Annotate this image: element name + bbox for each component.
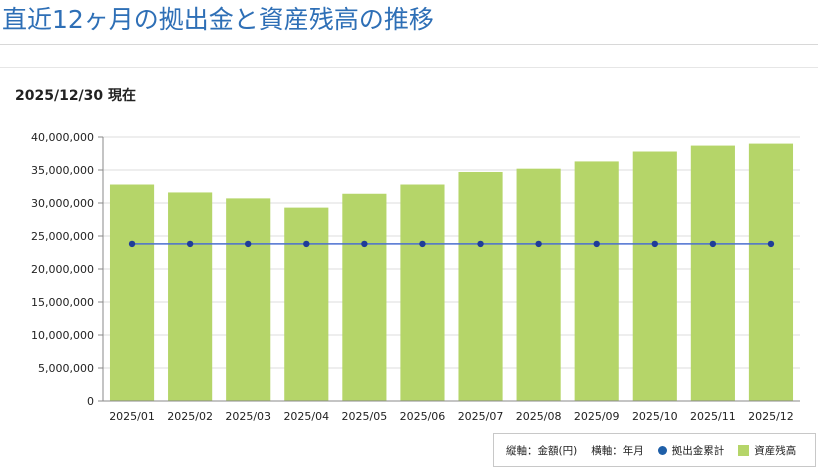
balance-bar [458,171,503,401]
title-divider [0,44,818,45]
balance-contribution-chart: 0 5,000,000 10,000,000 15,000,000 20,000,000… [31,131,800,423]
x-tick-label: 2025/09 [574,410,620,423]
x-tick-label: 2025/06 [400,410,446,423]
balance-bar [226,198,271,401]
contribution-point [186,240,194,248]
contribution-point [245,240,252,248]
contribution-line [128,240,775,248]
balance-bar [342,193,387,401]
balance-bar [690,145,735,401]
legend-y-axis-note: 縦軸：金額(円) [506,444,578,457]
x-tick-label: 2025/08 [516,410,562,423]
section-divider [0,67,818,68]
y-tick-label: 15,000,000 [31,296,94,309]
x-tick-label: 2025/11 [690,410,736,423]
balance-bar [574,161,619,401]
x-tick-label: 2025/01 [109,410,155,423]
balance-bar [632,151,677,401]
legend-contribution-dot-icon [657,445,667,455]
legend-balance-label: 資産残高 [754,444,797,457]
contribution-point [477,240,484,248]
contribution-point [303,240,310,248]
chart-legend: 縦軸：金額(円) 横軸：年月 拠出金累計 資産残高 [493,433,816,467]
x-tick-label: 2025/03 [225,410,271,423]
x-tick-label: 2025/10 [632,410,678,423]
balance-bar [168,192,213,401]
y-tick-labels: 0 5,000,000 10,000,000 15,000,000 20,000,000… [31,131,94,408]
x-tick-label: 2025/05 [342,410,388,423]
page-title: 直近12ヶ月の拠出金と資産残高の推移 [2,5,434,34]
balance-bar [516,168,561,401]
contribution-point [419,240,426,248]
legend-contribution-label: 拠出金累計 [671,444,725,457]
as-of-date: 2025/12/30 現在 [15,88,137,104]
balance-bars [109,143,794,401]
y-tick-label: 10,000,000 [31,329,94,342]
chart-axes [102,137,800,402]
contribution-point [593,240,600,248]
y-tick-label: 25,000,000 [31,230,94,243]
y-tick-label: 20,000,000 [31,263,94,276]
contribution-point [361,240,368,248]
contribution-point [767,240,775,248]
contribution-point [535,240,542,248]
x-tick-label: 2025/02 [167,410,213,423]
balance-bar [400,184,445,401]
x-tick-label: 2025/04 [283,410,329,423]
contribution-point [651,240,658,248]
balance-bar [748,143,794,401]
y-tick-label: 40,000,000 [31,131,94,144]
x-tick-labels: 2025/01 2025/02 2025/03 2025/04 2025/05 2025/… [109,410,794,423]
x-tick-label: 2025/12 [748,410,794,423]
balance-bar [284,207,329,401]
y-tick-label: 0 [87,395,94,408]
y-tick-label: 30,000,000 [31,197,94,210]
contribution-point [128,240,136,248]
legend-balance-swatch-icon [738,444,750,456]
y-tick-label: 5,000,000 [38,362,94,375]
contribution-point [709,240,717,248]
chart-gridlines [98,136,800,402]
y-tick-label: 35,000,000 [31,164,94,177]
x-tick-label: 2025/07 [458,410,504,423]
balance-bar [109,184,155,401]
legend-x-axis-note: 横軸：年月 [591,444,644,457]
